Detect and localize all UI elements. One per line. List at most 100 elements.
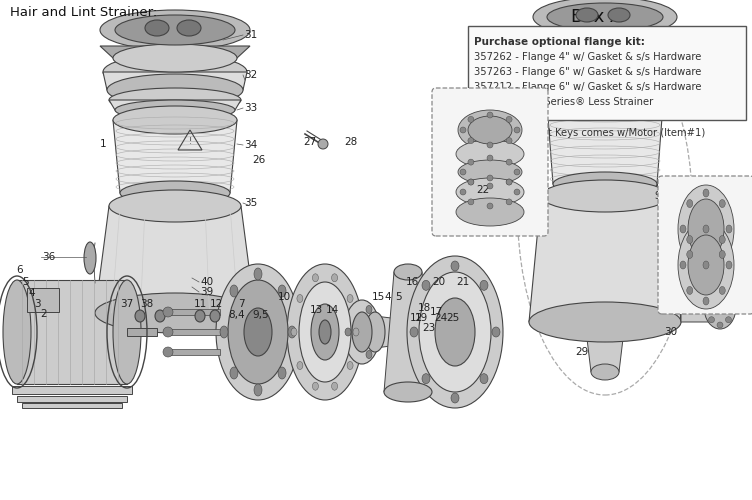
- Ellipse shape: [608, 8, 630, 22]
- Ellipse shape: [278, 367, 286, 379]
- Text: 20: 20: [432, 277, 445, 287]
- Ellipse shape: [228, 280, 288, 384]
- Ellipse shape: [254, 384, 262, 396]
- Text: 6: 6: [16, 265, 23, 275]
- Ellipse shape: [230, 285, 238, 297]
- Ellipse shape: [120, 181, 230, 205]
- Ellipse shape: [468, 199, 474, 205]
- Ellipse shape: [680, 261, 686, 269]
- Ellipse shape: [109, 190, 241, 222]
- Ellipse shape: [384, 382, 432, 402]
- Ellipse shape: [318, 139, 328, 149]
- Ellipse shape: [506, 179, 512, 185]
- Ellipse shape: [254, 268, 262, 280]
- Ellipse shape: [155, 310, 165, 322]
- Ellipse shape: [107, 74, 243, 106]
- Text: 34: 34: [244, 140, 257, 150]
- Text: 37: 37: [120, 299, 133, 309]
- Ellipse shape: [460, 127, 466, 133]
- Ellipse shape: [135, 310, 145, 322]
- Ellipse shape: [347, 362, 353, 370]
- Text: 24: 24: [434, 313, 447, 323]
- Ellipse shape: [506, 179, 512, 185]
- Text: 14: 14: [326, 305, 339, 315]
- Ellipse shape: [410, 327, 418, 337]
- Polygon shape: [100, 46, 250, 58]
- Text: 38: 38: [140, 299, 153, 309]
- Ellipse shape: [394, 264, 422, 280]
- Ellipse shape: [216, 264, 300, 400]
- Ellipse shape: [95, 293, 255, 333]
- Polygon shape: [109, 100, 241, 110]
- Ellipse shape: [145, 20, 169, 36]
- Ellipse shape: [163, 347, 173, 357]
- Ellipse shape: [311, 304, 339, 360]
- Polygon shape: [547, 104, 663, 184]
- Text: 21: 21: [456, 277, 469, 287]
- Ellipse shape: [687, 286, 693, 294]
- Ellipse shape: [407, 256, 503, 408]
- Ellipse shape: [468, 159, 474, 165]
- Ellipse shape: [456, 140, 524, 168]
- Text: 1: 1: [100, 139, 107, 149]
- Text: 7: 7: [238, 299, 244, 309]
- Ellipse shape: [687, 236, 693, 244]
- Ellipse shape: [726, 292, 732, 298]
- Ellipse shape: [678, 221, 734, 309]
- Text: 18: 18: [418, 303, 431, 313]
- Ellipse shape: [460, 189, 466, 195]
- Ellipse shape: [487, 175, 493, 181]
- Ellipse shape: [703, 225, 709, 233]
- Ellipse shape: [678, 185, 734, 273]
- Text: 30: 30: [664, 327, 677, 337]
- Ellipse shape: [353, 328, 359, 336]
- FancyBboxPatch shape: [658, 176, 752, 314]
- Ellipse shape: [543, 60, 667, 88]
- Ellipse shape: [726, 316, 732, 322]
- Ellipse shape: [680, 225, 686, 233]
- Ellipse shape: [103, 54, 247, 90]
- FancyBboxPatch shape: [432, 88, 548, 236]
- Text: 3: 3: [34, 299, 41, 309]
- Polygon shape: [545, 84, 665, 94]
- Ellipse shape: [456, 178, 524, 206]
- Polygon shape: [375, 316, 407, 348]
- Ellipse shape: [451, 393, 459, 403]
- Text: Hair and Lint Strainer:: Hair and Lint Strainer:: [10, 6, 157, 20]
- Text: 357262 - Flange 4" w/ Gasket & s/s Hardware: 357262 - Flange 4" w/ Gasket & s/s Hardw…: [474, 52, 702, 62]
- Ellipse shape: [220, 326, 228, 338]
- Ellipse shape: [545, 32, 665, 56]
- Ellipse shape: [553, 172, 657, 196]
- Ellipse shape: [297, 362, 303, 370]
- Polygon shape: [533, 32, 677, 44]
- Text: 35: 35: [244, 198, 257, 208]
- Ellipse shape: [487, 112, 493, 118]
- Ellipse shape: [719, 236, 725, 244]
- Ellipse shape: [278, 285, 286, 297]
- Bar: [168, 349, 220, 355]
- Ellipse shape: [287, 264, 363, 400]
- Bar: [168, 309, 220, 315]
- Ellipse shape: [230, 367, 238, 379]
- Text: Purchase optional flange kit:: Purchase optional flange kit:: [474, 37, 645, 47]
- Text: !: !: [478, 132, 481, 138]
- Bar: [168, 329, 220, 335]
- Text: 19: 19: [415, 313, 428, 323]
- Ellipse shape: [487, 203, 493, 209]
- Ellipse shape: [687, 250, 693, 258]
- Ellipse shape: [312, 274, 318, 282]
- Ellipse shape: [576, 8, 598, 22]
- Polygon shape: [585, 322, 625, 372]
- Ellipse shape: [460, 169, 466, 175]
- Text: 29: 29: [575, 347, 588, 357]
- Ellipse shape: [703, 297, 709, 305]
- Ellipse shape: [480, 374, 488, 384]
- Ellipse shape: [291, 328, 297, 336]
- Ellipse shape: [113, 106, 237, 134]
- Bar: [12, 386, 132, 394]
- Ellipse shape: [492, 327, 500, 337]
- Bar: [27, 288, 59, 312]
- Ellipse shape: [529, 302, 681, 342]
- Ellipse shape: [352, 312, 372, 352]
- Text: 357263 - Flange 6" w/ Gasket & s/s Hardware: 357263 - Flange 6" w/ Gasket & s/s Hardw…: [474, 67, 702, 77]
